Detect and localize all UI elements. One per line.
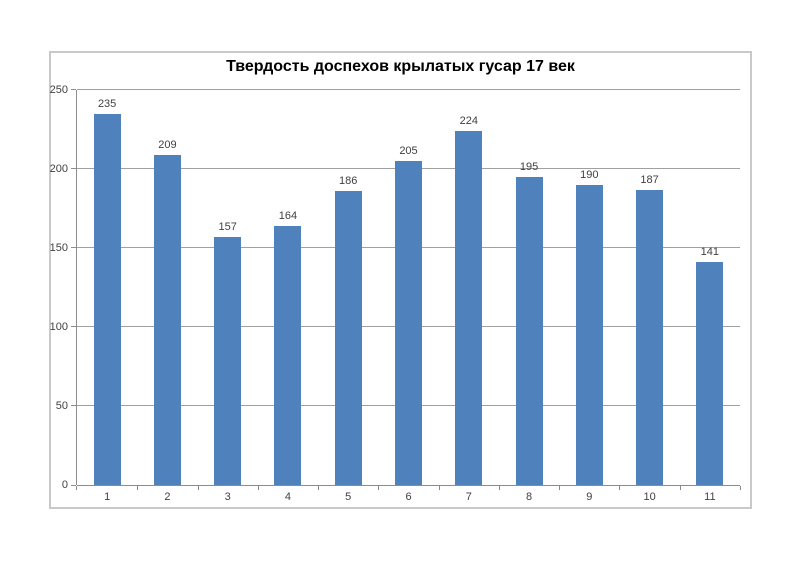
x-tick-label: 11 <box>704 491 716 503</box>
x-tick-mark <box>740 486 741 490</box>
x-tick-label: 10 <box>643 491 656 503</box>
x-tick-mark <box>257 486 259 490</box>
x-tick-mark <box>619 486 621 490</box>
bar <box>696 262 724 485</box>
x-tick-mark <box>197 486 199 490</box>
x-tick-mark <box>438 486 440 490</box>
bar <box>395 161 422 485</box>
bar-value-label: 195 <box>519 161 539 173</box>
bar-value-label: 224 <box>459 115 478 127</box>
x-tick-mark <box>76 486 77 490</box>
bar-value-label: 141 <box>700 246 720 258</box>
y-tick-label: 100 <box>49 321 68 333</box>
bar <box>455 131 483 485</box>
bar <box>93 114 121 485</box>
bar-value-label: 164 <box>278 210 298 222</box>
chart-frame: Твердость доспехов крылатых гусар 17 век… <box>49 51 752 509</box>
gridline <box>77 485 740 486</box>
x-tick-label: 8 <box>525 491 533 503</box>
x-tick-mark <box>378 486 380 490</box>
bar <box>334 191 362 485</box>
x-tick-mark <box>559 486 561 490</box>
bar <box>214 237 242 485</box>
bar-value-label: 190 <box>580 169 599 181</box>
y-tick-mark <box>71 326 76 327</box>
y-tick-label: 150 <box>49 242 68 254</box>
x-tick-label: 2 <box>164 491 171 503</box>
bar <box>274 226 302 485</box>
bar <box>515 177 543 485</box>
x-tick-label: 9 <box>586 491 593 503</box>
bar-value-label: 186 <box>339 175 358 187</box>
y-tick-mark <box>71 405 76 406</box>
y-tick-label: 0 <box>61 479 68 491</box>
y-tick-mark <box>71 89 76 90</box>
chart-title: Твердость доспехов крылатых гусар 17 век <box>226 58 575 75</box>
x-tick-label: 5 <box>345 491 352 503</box>
bar <box>153 155 181 485</box>
x-tick-label: 6 <box>405 491 412 503</box>
x-tick-mark <box>137 486 139 490</box>
bar-value-label: 187 <box>640 174 659 186</box>
bar-value-label: 205 <box>399 145 418 157</box>
bar-value-label: 209 <box>158 139 177 151</box>
y-tick-mark <box>71 247 76 248</box>
y-tick-label: 50 <box>55 400 68 412</box>
bar-value-label: 235 <box>97 98 117 110</box>
x-tick-label: 3 <box>224 491 231 503</box>
y-tick-label: 250 <box>49 84 68 96</box>
x-tick-label: 1 <box>104 491 111 503</box>
x-tick-label: 7 <box>465 491 472 503</box>
bar-value-label: 157 <box>218 221 237 233</box>
x-tick-mark <box>498 486 500 490</box>
x-tick-mark <box>318 486 320 490</box>
gridline <box>77 89 740 90</box>
x-tick-label: 4 <box>284 491 292 503</box>
plot-area: 0 50 100 150 200 250 235 1 209 2 157 3 164 4 186 5 205 6 2… <box>50 85 741 503</box>
bar <box>636 190 664 485</box>
y-tick-mark <box>71 485 76 486</box>
y-tick-mark <box>71 168 76 169</box>
y-tick-label: 200 <box>49 163 68 175</box>
y-axis-line <box>76 90 77 485</box>
bar <box>575 185 603 485</box>
x-tick-mark <box>679 486 681 490</box>
